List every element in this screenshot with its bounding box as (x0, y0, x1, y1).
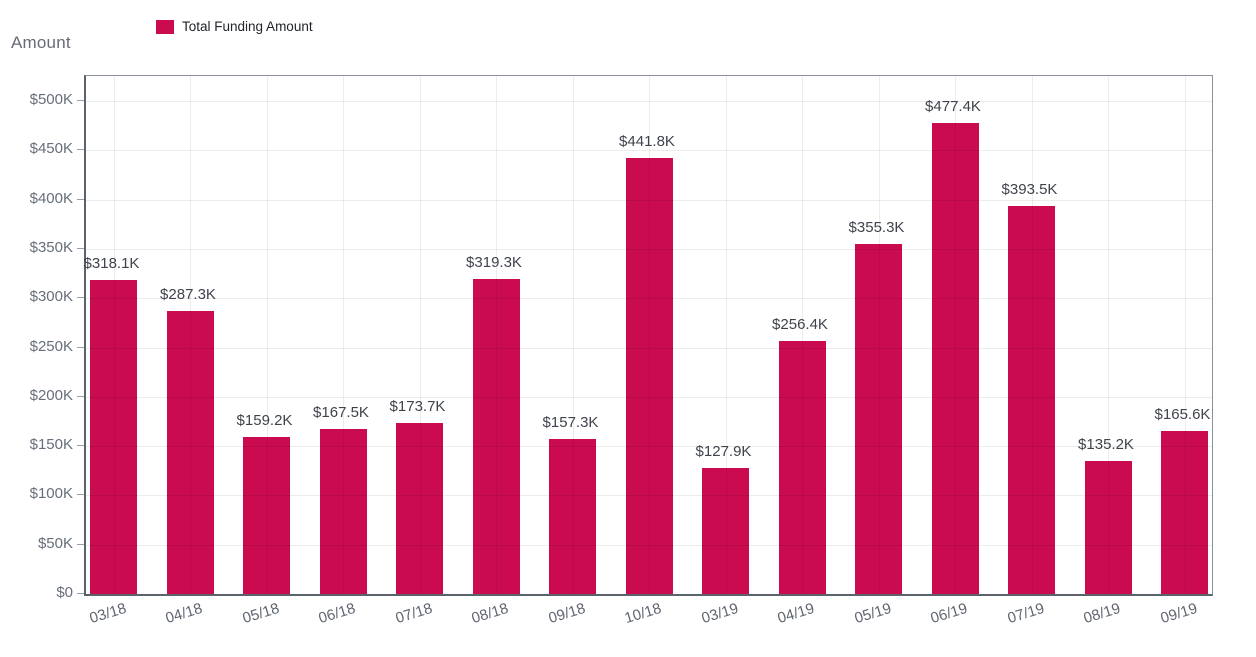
x-axis-tick-label: 04/18 (163, 599, 205, 628)
h-gridline (86, 396, 1212, 398)
x-axis-tick-label: 05/18 (240, 599, 281, 628)
v-gridline (1108, 76, 1109, 594)
bar-value-label: $355.3K (848, 218, 905, 236)
bar-05-18[interactable] (243, 437, 290, 594)
bar-08-18[interactable] (472, 279, 520, 594)
v-gridline (1031, 76, 1033, 594)
y-axis-tick-mark (77, 149, 84, 151)
x-axis-tick-label: 05/19 (852, 599, 893, 628)
bar-06-18[interactable] (319, 428, 367, 594)
y-axis-tick-label: $500K (29, 91, 73, 108)
bar-07-18[interactable] (396, 422, 443, 594)
v-gridline (649, 76, 650, 594)
h-gridline (86, 199, 1212, 201)
bar-10-18[interactable] (625, 158, 673, 594)
y-axis-tick-label: $200K (29, 386, 73, 404)
y-axis-tick-mark (77, 198, 84, 200)
x-axis-tick-label: 10/18 (622, 599, 664, 628)
x-axis-tick-label: 07/18 (393, 599, 434, 628)
y-axis-title: Amount (11, 33, 71, 52)
bar-08-19[interactable] (1084, 460, 1132, 594)
bar-value-label: $165.6K (1154, 405, 1211, 423)
bar-05-19[interactable] (855, 243, 902, 594)
h-gridline (86, 101, 1212, 102)
bar-value-label: $159.2K (236, 412, 293, 430)
y-axis-tick-mark (77, 395, 84, 397)
bar-value-label: $441.8K (619, 133, 675, 151)
legend-swatch (156, 19, 174, 34)
h-gridline (86, 150, 1212, 152)
y-axis-tick-label: $0 (56, 584, 73, 601)
x-axis-tick-label: 08/19 (1081, 599, 1123, 628)
y-axis-tick-label: $450K (29, 140, 73, 158)
x-axis-tick-label: 06/18 (316, 599, 358, 628)
bar-09-18[interactable] (549, 438, 596, 594)
y-axis-tick-mark (77, 346, 84, 348)
bar-04-19[interactable] (778, 341, 826, 594)
y-axis-tick-mark (77, 593, 84, 594)
v-gridline (266, 76, 268, 594)
v-gridline (802, 76, 803, 594)
y-axis-tick-mark (77, 100, 84, 101)
bar-value-label: $393.5K (1001, 181, 1058, 198)
plot-area (84, 75, 1213, 596)
h-gridline (86, 446, 1212, 448)
y-axis-tick-mark (77, 247, 84, 249)
x-axis-tick-label: 04/19 (775, 599, 817, 628)
x-axis-tick-label: 09/18 (546, 599, 587, 628)
y-axis-tick-mark (77, 445, 84, 447)
bar-03-19[interactable] (702, 467, 749, 594)
bar-value-label: $167.5K (313, 403, 369, 421)
y-axis-tick-label: $250K (29, 337, 73, 355)
bar-value-label: $173.7K (389, 397, 446, 415)
y-axis-tick-mark (77, 297, 84, 299)
y-axis-tick-label: $350K (29, 238, 73, 256)
v-gridline (113, 76, 115, 594)
v-gridline (878, 76, 880, 594)
bar-value-label: $287.3K (160, 285, 216, 303)
v-gridline (725, 76, 727, 594)
x-axis-tick-label: 07/19 (1005, 599, 1046, 628)
bar-09-19[interactable] (1161, 430, 1208, 594)
bar-value-label: $477.4K (925, 98, 981, 116)
bar-value-label: $319.3K (466, 254, 522, 272)
bar-value-label: $318.1K (83, 255, 140, 273)
bar-value-label: $256.4K (772, 316, 828, 334)
y-axis-tick-label: $400K (29, 189, 73, 207)
x-axis-tick-label: 09/19 (1158, 599, 1199, 628)
x-axis-tick-label: 06/19 (928, 599, 970, 628)
x-axis-tick-label: 08/18 (469, 599, 511, 628)
h-gridline (86, 495, 1212, 497)
h-gridline (86, 248, 1212, 250)
bar-value-label: $135.2K (1078, 435, 1134, 453)
v-gridline (1184, 76, 1186, 594)
y-axis-tick-label: $100K (29, 485, 73, 503)
y-axis-tick-mark (77, 494, 84, 496)
bar-06-19[interactable] (931, 123, 979, 594)
y-axis-tick-label: $50K (37, 534, 73, 552)
v-gridline (955, 76, 956, 594)
h-gridline (86, 347, 1212, 349)
legend-label: Total Funding Amount (182, 19, 313, 34)
bar-value-label: $157.3K (542, 413, 599, 431)
v-gridline (572, 76, 574, 594)
x-axis-tick-label: 03/19 (699, 599, 740, 628)
v-gridline (190, 76, 191, 594)
y-axis-tick-mark (77, 543, 84, 545)
bar-04-18[interactable] (166, 310, 214, 594)
v-gridline (343, 76, 344, 594)
bar-value-label: $127.9K (695, 442, 752, 460)
y-axis-tick-label: $150K (29, 436, 73, 454)
bar-03-18[interactable] (90, 280, 137, 594)
v-gridline (496, 76, 497, 594)
x-axis-tick-label: 03/18 (87, 599, 128, 628)
h-gridline (86, 544, 1212, 546)
v-gridline (419, 76, 421, 594)
y-axis-tick-label: $300K (29, 288, 73, 306)
h-gridline (86, 298, 1212, 300)
legend-item[interactable]: Total Funding Amount (156, 19, 313, 34)
bar-07-19[interactable] (1008, 206, 1055, 594)
